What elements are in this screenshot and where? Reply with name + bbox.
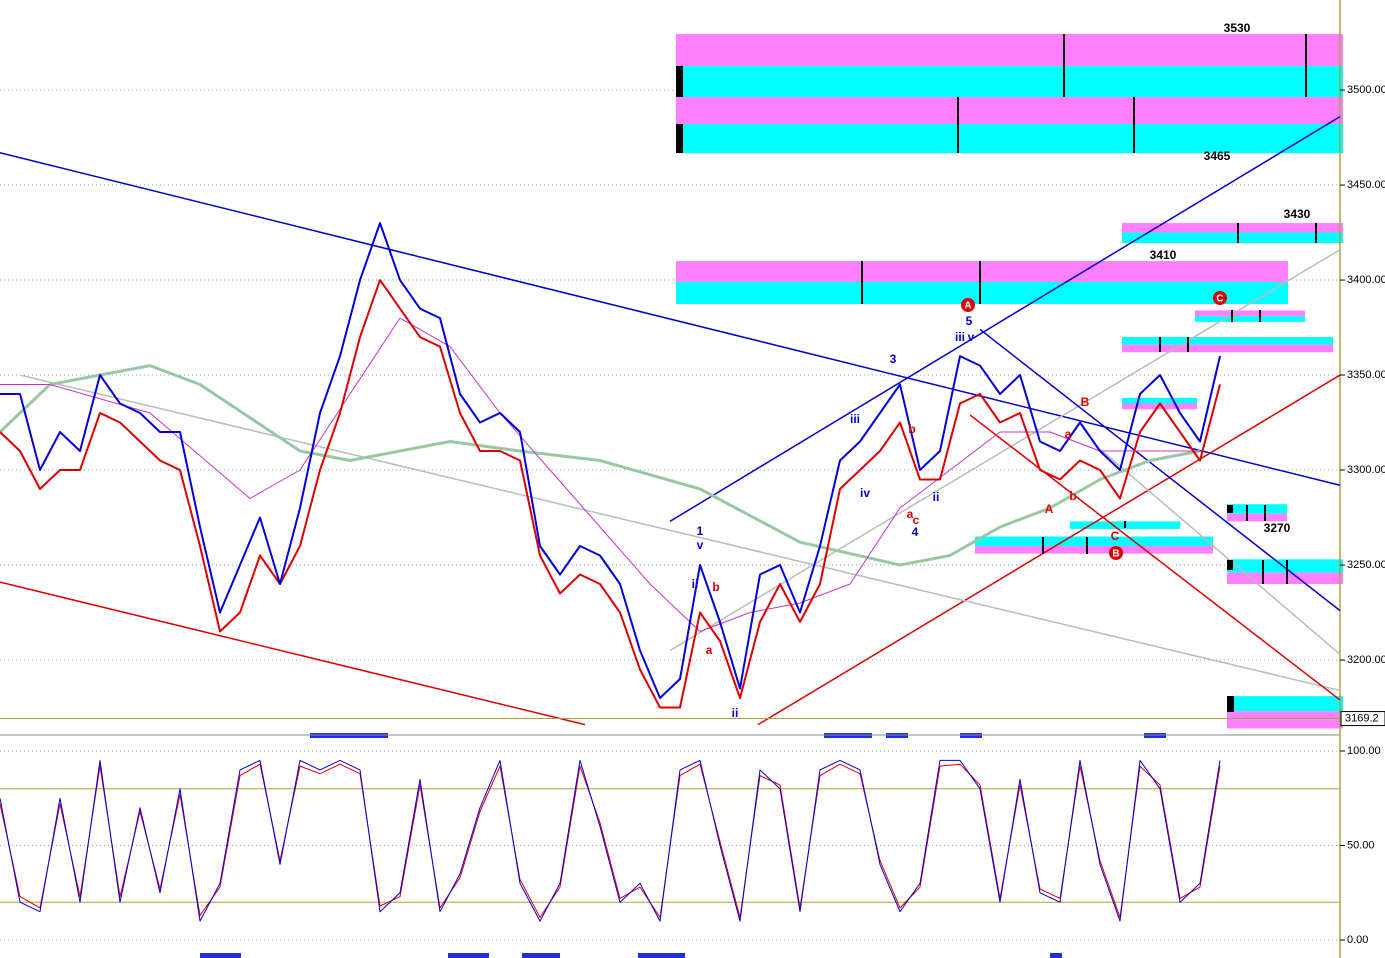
trend-line bbox=[757, 374, 1341, 726]
series-line bbox=[0, 364, 1201, 567]
signal-bar bbox=[448, 953, 489, 958]
signal-bar bbox=[1050, 953, 1062, 958]
level-block bbox=[1227, 505, 1233, 513]
price-zone bbox=[1195, 316, 1305, 322]
annotation: b bbox=[712, 580, 719, 594]
wave-circle bbox=[1109, 546, 1123, 560]
price-zone bbox=[975, 536, 1213, 547]
price-zone bbox=[1122, 403, 1197, 410]
y-tick-label: 3350.00 bbox=[1347, 369, 1385, 381]
series-line bbox=[0, 763, 1221, 918]
annotation: 1 bbox=[697, 524, 704, 538]
annotation: 3530 bbox=[1224, 21, 1251, 35]
annotation: 3430 bbox=[1284, 207, 1311, 221]
wave-circle bbox=[1213, 291, 1227, 305]
trend-line bbox=[19, 374, 1341, 692]
zone-layer bbox=[0, 34, 1343, 941]
annotation: 3410 bbox=[1150, 248, 1177, 262]
annotation: b bbox=[1069, 489, 1076, 503]
price-zone bbox=[1122, 344, 1333, 353]
price-zone bbox=[1227, 559, 1343, 573]
level-block bbox=[676, 124, 683, 153]
wave-label: B bbox=[1112, 549, 1119, 560]
price-zone bbox=[676, 34, 1343, 67]
last-price-box bbox=[1340, 711, 1385, 727]
price-zone bbox=[1122, 397, 1197, 404]
price-zone bbox=[1227, 513, 1287, 522]
price-zone bbox=[1122, 232, 1343, 244]
trend-line bbox=[1099, 448, 1341, 655]
series-line bbox=[0, 317, 1200, 632]
price-zone bbox=[1195, 310, 1305, 317]
annotation: v bbox=[968, 330, 975, 344]
signal-bar bbox=[200, 953, 241, 958]
price-zone bbox=[676, 281, 1288, 304]
price-zone bbox=[676, 66, 1343, 98]
annotation: iv bbox=[860, 486, 870, 500]
wave-circle bbox=[961, 298, 975, 312]
signal-bar bbox=[638, 953, 685, 958]
trend-line bbox=[979, 328, 1341, 612]
y-tick-label: 0.00 bbox=[1347, 934, 1368, 946]
trend-line bbox=[0, 581, 586, 726]
y-tick-label: 3450.00 bbox=[1347, 179, 1385, 191]
annotation: ii bbox=[732, 706, 739, 720]
price-zone bbox=[1122, 337, 1333, 345]
annotation: A bbox=[1045, 502, 1054, 516]
trend-line bbox=[0, 152, 1341, 486]
annotation: ii bbox=[692, 577, 699, 591]
y-tick-label: 3500.00 bbox=[1347, 84, 1385, 96]
level-block bbox=[1227, 560, 1233, 570]
y-tick-label: 3400.00 bbox=[1347, 274, 1385, 286]
trend-line bbox=[969, 414, 1341, 701]
annotation: a bbox=[706, 643, 713, 657]
price-zone bbox=[1227, 572, 1343, 585]
series-line bbox=[0, 222, 1221, 699]
last-price-label: 3169.2 bbox=[1345, 712, 1379, 724]
price-zone bbox=[975, 546, 1213, 554]
annotation: v bbox=[697, 538, 704, 552]
annotation: 3 bbox=[890, 352, 897, 366]
price-zone bbox=[1227, 696, 1343, 712]
annotation: 3465 bbox=[1204, 149, 1231, 163]
annotation: b bbox=[908, 422, 915, 436]
price-zone bbox=[1227, 504, 1287, 514]
annotation: iii bbox=[955, 330, 965, 344]
annotation: c bbox=[913, 513, 920, 527]
annotation: C bbox=[1111, 529, 1120, 543]
y-tick-label: 3300.00 bbox=[1347, 464, 1385, 476]
annotation: a bbox=[1065, 427, 1072, 441]
annotation: 5 bbox=[966, 314, 973, 328]
annotation: ii bbox=[933, 490, 940, 504]
wave-label: A bbox=[964, 301, 971, 312]
level-block bbox=[676, 66, 683, 97]
y-tick-label: 3250.00 bbox=[1347, 559, 1385, 571]
annotation: 3270 bbox=[1264, 521, 1291, 535]
annotation: B bbox=[1081, 395, 1090, 409]
price-zone bbox=[1227, 711, 1343, 729]
annotation: iii bbox=[850, 412, 860, 426]
annotation: a bbox=[907, 507, 914, 521]
y-tick-label: 3200.00 bbox=[1347, 654, 1385, 666]
trend-line bbox=[669, 249, 1341, 652]
price-zone bbox=[676, 97, 1343, 125]
trend-line bbox=[669, 116, 1341, 522]
series-line bbox=[0, 279, 1221, 709]
y-tick-label: 100.00 bbox=[1347, 745, 1381, 757]
price-zone bbox=[1122, 223, 1343, 233]
y-tick-label: 50.00 bbox=[1347, 839, 1375, 851]
level-block bbox=[1227, 696, 1234, 712]
level-marks bbox=[676, 34, 1317, 712]
price-zone bbox=[676, 124, 1343, 154]
signal-bar bbox=[522, 953, 560, 958]
wave-label: C bbox=[1216, 294, 1223, 305]
price-zone bbox=[676, 261, 1288, 282]
series-line bbox=[0, 759, 1221, 922]
annotation: 4 bbox=[912, 525, 919, 539]
